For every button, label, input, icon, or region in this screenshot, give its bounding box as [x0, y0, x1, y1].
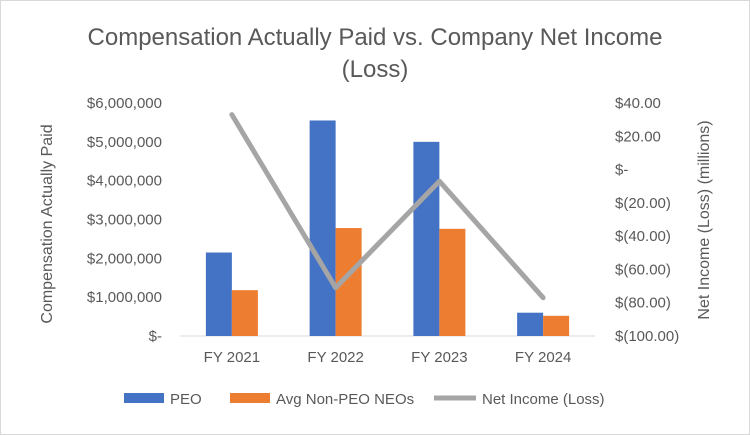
chart-title: Compensation Actually Paid vs. Company N… — [87, 24, 663, 83]
bar-peo — [413, 141, 440, 336]
x-tick-label: FY 2021 — [204, 349, 260, 366]
bar-avg-non-peo-neos — [543, 315, 570, 336]
bar-avg-non-peo-neos — [439, 228, 466, 336]
category-labels: FY 2021 FY 2022 FY 2023 FY 2024 — [204, 349, 572, 366]
y2-axis-title: Net Income (Loss) (millions) — [696, 120, 713, 319]
y2-tick-label: $(20.00) — [615, 195, 671, 212]
net-income-line — [229, 112, 546, 301]
y-tick-label: $3,000,000 — [87, 212, 162, 229]
y2-tick-label: $(60.00) — [615, 261, 671, 278]
y-tick-label: $2,000,000 — [87, 250, 162, 267]
right-axis-ticks: $(100.00) $(80.00) $(60.00) $(40.00) $(20.00… — [615, 95, 679, 345]
y-tick-label: $4,000,000 — [87, 173, 162, 190]
y2-tick-label: $(40.00) — [615, 228, 671, 245]
bar-avg-non-peo-neos — [231, 290, 258, 336]
bar-peo — [309, 120, 336, 336]
bar-series — [205, 120, 570, 336]
y-tick-label: $1,000,000 — [87, 289, 162, 306]
y-axis-title: Compensation Actually Paid — [39, 124, 56, 323]
x-tick-label: FY 2023 — [411, 349, 467, 366]
left-axis-ticks: $- $1,000,000 $2,000,000 $3,000,000 $4,000,0… — [87, 95, 162, 345]
legend-swatch — [230, 393, 270, 403]
legend-swatch — [124, 393, 164, 403]
y2-tick-label: $20.00 — [615, 128, 661, 145]
bar-peo — [205, 252, 232, 336]
legend-label: PEO — [170, 391, 202, 408]
y-tick-label: $- — [149, 328, 162, 345]
y2-tick-label: $- — [615, 162, 628, 179]
y-tick-label: $6,000,000 — [87, 95, 162, 112]
legend: PEO Avg Non-PEO NEOs Net Income (Loss) — [124, 391, 605, 408]
y-tick-label: $5,000,000 — [87, 134, 162, 151]
x-tick-label: FY 2024 — [515, 349, 571, 366]
y2-tick-label: $40.00 — [615, 95, 661, 112]
legend-label: Net Income (Loss) — [482, 391, 605, 408]
line-series — [229, 112, 546, 301]
legend-label: Avg Non-PEO NEOs — [276, 391, 414, 408]
bar-peo — [517, 312, 544, 336]
y2-tick-label: $(80.00) — [615, 295, 671, 312]
x-tick-label: FY 2022 — [307, 349, 363, 366]
y2-tick-label: $(100.00) — [615, 328, 679, 345]
